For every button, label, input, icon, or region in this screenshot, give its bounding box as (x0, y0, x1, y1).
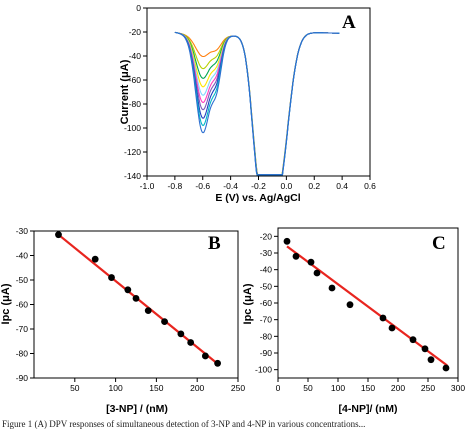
panel-a-x-tick-label: -0.6 (195, 181, 210, 191)
panel-b-data-point (161, 318, 168, 326)
panel-c-y-tick-label: -20 (260, 231, 273, 241)
panel-c-fit-line (286, 245, 448, 367)
panel-c-data-point (328, 284, 336, 292)
panel-a-x-tick-label: 0.6 (364, 181, 376, 191)
panel-b-data-point (55, 231, 62, 239)
panel-b-data-point (132, 294, 140, 302)
panel-c-y-axis-label: Ipc (μA) (242, 283, 254, 324)
panel-a-y-tick-label: -20 (129, 27, 142, 37)
panel-c-plot-frame (277, 227, 459, 379)
figure-caption: Figure 1 (A) DPV responses of simultaneo… (2, 419, 366, 429)
panel-c-x-tick-label: 250 (421, 383, 435, 393)
panel-a-y-tick-label: -120 (124, 147, 141, 157)
panel-c-y-tick-label: -40 (260, 265, 273, 275)
panel-b-chart: 50 100 150 200 250 -30 -40 -50 -60 -70 -80 -90 [3-… (0, 226, 245, 415)
panel-b-y-tick-label: -90 (16, 373, 29, 383)
panel-a-x-tick-label: -0.2 (251, 181, 266, 191)
panel-c-data-point (283, 237, 291, 245)
panel-a-x-tick-label: 0.2 (308, 181, 320, 191)
panel-b-y-tick-label: -80 (16, 349, 29, 359)
panel-c-y-tick-label: -50 (260, 281, 273, 291)
panel-a-x-tick-label: 0.4 (336, 181, 348, 191)
panel-c-x-tick-label: 50 (303, 383, 313, 393)
panel-b-y-axis-label: Ipc (μA) (0, 283, 12, 324)
panel-a-y-tick-label: -100 (124, 123, 141, 133)
panel-b-label: B (208, 233, 221, 254)
panel-c-x-tick-label: 200 (391, 383, 405, 393)
panel-a-x-tick-label: -0.8 (168, 181, 183, 191)
panel-c-y-tick-label: -90 (260, 348, 273, 358)
panel-c-data-point (409, 336, 417, 344)
panel-b-x-tick-label: 100 (109, 383, 123, 393)
panel-a-label: A (342, 12, 356, 33)
panel-a-y-tick-label: -60 (129, 75, 142, 85)
panel-c-y-tick-label: -60 (260, 298, 273, 308)
panel-b-y-tick-label: -40 (16, 251, 29, 261)
panel-b-data-point (108, 274, 115, 281)
panel-a-x-tick-label: 0.0 (280, 181, 292, 191)
panel-c-x-tick-label: 100 (331, 383, 345, 393)
panel-a-y-tick-label: 0 (136, 3, 141, 13)
panel-a-y-tick-label: -40 (129, 51, 142, 61)
panel-c-chart: 0 50 100 150 200 250 300 -20 -30 -40 -50 -60 -70 -80… (242, 227, 465, 415)
panel-b-x-axis-label: [3-NP] / (nM) (106, 403, 168, 415)
panel-a-y-tick-label: -140 (124, 171, 141, 181)
panel-c-y-tick-label: -70 (260, 315, 273, 325)
panel-c-y-tick-label: -80 (260, 331, 273, 341)
panel-b-data-point (177, 330, 185, 338)
panel-c-data-point (427, 356, 435, 364)
panel-c-data-point (346, 301, 354, 309)
panel-b-x-tick-label: 50 (70, 383, 80, 393)
panel-a-series-line (174, 31, 340, 176)
panel-c-data-point (388, 324, 396, 332)
panel-c-y-tick-label: -30 (260, 248, 273, 258)
panel-c-data-point (442, 364, 450, 372)
panel-c-data-point (313, 269, 321, 277)
panel-c-data-point (307, 258, 315, 266)
panel-c-data-point (421, 345, 429, 353)
panel-b-y-tick-label: -30 (16, 226, 29, 236)
panel-b-y-tick-label: -50 (16, 275, 29, 285)
panel-b-x-tick-label: 200 (190, 383, 204, 393)
panel-b-x-tick-label: 250 (231, 383, 245, 393)
panel-b-data-point (187, 339, 195, 346)
panel-a-x-tick-label: -0.4 (223, 181, 238, 191)
panel-b-data-point (91, 255, 99, 263)
panel-a-y-tick-label: -80 (129, 99, 142, 109)
panel-c-label: C (432, 233, 446, 254)
panel-a-chart: -1.0 -0.8 -0.6 -0.4 -0.2 0.0 0.2 0.4 0.6 0 -20 -40… (119, 3, 376, 204)
panel-b-data-point (214, 359, 222, 367)
panel-b-data-point (124, 286, 132, 294)
panel-b-x-tick-label: 150 (149, 383, 163, 393)
panel-c-x-axis-label: [4-NP]/ (nM) (339, 403, 398, 415)
panel-b-y-tick-label: -60 (16, 300, 29, 310)
panel-c-x-tick-label: 0 (276, 383, 281, 393)
panel-a-x-tick-label: -1.0 (140, 181, 155, 191)
panel-c-x-tick-label: 300 (451, 383, 465, 393)
panel-c-data-point (379, 314, 387, 322)
panel-c-y-tick-label: -100 (255, 365, 272, 375)
panel-b-data-point (144, 307, 152, 315)
panel-a-y-axis-label: Current (μA) (119, 59, 131, 124)
panel-b-y-tick-label: -70 (16, 324, 29, 334)
panel-a-x-axis-label: E (V) vs. Ag/AgCl (215, 192, 300, 204)
panel-c-x-tick-label: 150 (361, 383, 375, 393)
panel-c-data-point (292, 252, 300, 260)
panel-b-data-point (201, 352, 209, 360)
